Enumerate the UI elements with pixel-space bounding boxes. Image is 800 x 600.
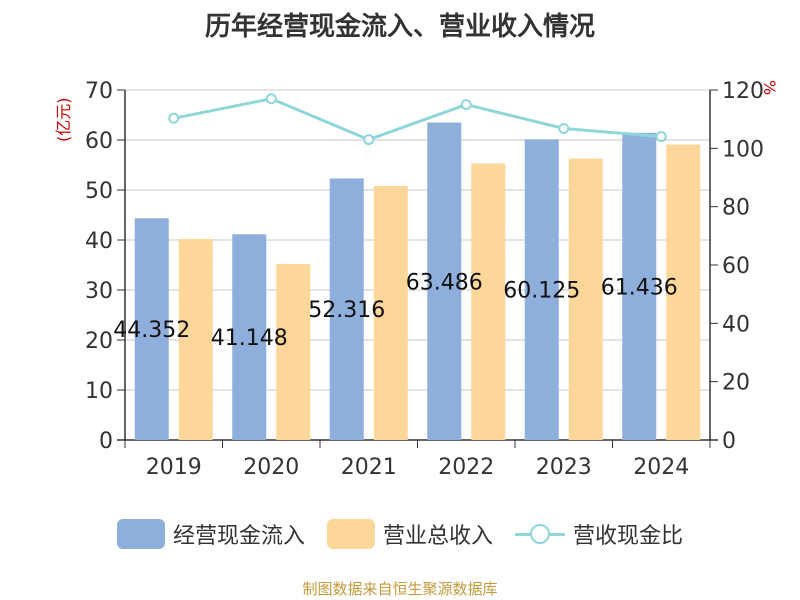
bar-revenue: [568, 158, 603, 440]
bar-value-label: 41.148: [211, 326, 288, 351]
bar-value-label: 63.486: [406, 270, 483, 295]
legend: 经营现金流入 营业总收入 营收现金比: [0, 518, 800, 550]
ratio-line: [173, 97, 662, 142]
chart-title: 历年经营现金流入、营业收入情况: [204, 12, 595, 42]
bar-cash-inflow: [232, 234, 267, 440]
left-axis-tick-label: 20: [85, 329, 113, 354]
bar-revenue: [373, 186, 408, 440]
legend-swatch-ratio: [515, 519, 565, 549]
bar-value-label: 52.316: [308, 298, 385, 323]
right-axis-tick-label: 20: [722, 371, 750, 396]
bar-revenue: [178, 239, 213, 440]
ratio-point: [265, 93, 277, 105]
left-axis-tick-label: 70: [85, 79, 113, 104]
data-source-note: 制图数据来自恒生聚源数据库: [302, 580, 498, 598]
legend-swatch-cash-inflow: [116, 519, 165, 549]
bar-value-label: 44.352: [113, 318, 190, 343]
legend-label-cash-inflow: 经营现金流入: [172, 524, 305, 549]
ratio-point: [558, 123, 570, 134]
right-axis-tick-label: 0: [722, 429, 736, 454]
ratio-point: [363, 134, 375, 146]
bar-revenue: [471, 163, 506, 440]
left-axis-tick-label: 60: [85, 129, 113, 154]
right-axis-tick-label: 40: [722, 312, 750, 337]
right-axis-tick-label: 60: [722, 254, 750, 279]
left-axis-tick-label: 30: [85, 279, 113, 304]
x-axis-tick-label: 2024: [633, 455, 689, 480]
x-axis-tick-label: 2019: [146, 455, 202, 480]
left-axis-tick-label: 0: [99, 429, 113, 454]
bar-revenue: [666, 144, 701, 440]
legend-item-revenue[interactable]: 营业总收入: [326, 518, 493, 550]
ratio-point: [460, 99, 472, 111]
legend-label-revenue: 营业总收入: [382, 524, 493, 549]
legend-label-ratio: 营收现金比: [573, 524, 684, 549]
x-axis-tick-label: 2021: [341, 455, 397, 480]
legend-item-ratio[interactable]: 营收现金比: [515, 518, 683, 550]
ratio-point: [655, 131, 667, 143]
bar-revenue: [276, 264, 311, 440]
bar-value-label: 60.125: [503, 279, 580, 304]
bar-cash-inflow: [329, 178, 364, 441]
legend-item-cash-inflow[interactable]: 经营现金流入: [116, 518, 305, 550]
legend-swatch-revenue: [326, 519, 375, 549]
right-axis-tick-label: 80: [722, 196, 750, 221]
ratio-point: [168, 112, 180, 124]
bar-value-label: 61.436: [601, 275, 678, 300]
left-axis-tick-label: 40: [85, 229, 113, 254]
left-axis-tick-label: 50: [85, 179, 113, 204]
bar-cash-inflow: [427, 122, 462, 440]
bar-cash-inflow: [134, 218, 169, 440]
x-axis-tick-label: 2022: [438, 455, 494, 480]
right-axis-tick-label: 120: [722, 79, 764, 104]
right-axis-tick-label: 100: [722, 137, 764, 162]
x-axis-tick-label: 2023: [536, 455, 592, 480]
bar-cash-inflow: [622, 132, 657, 440]
x-axis-tick-label: 2020: [243, 455, 299, 480]
left-axis-tick-label: 10: [85, 379, 113, 404]
bar-cash-inflow: [524, 139, 559, 440]
